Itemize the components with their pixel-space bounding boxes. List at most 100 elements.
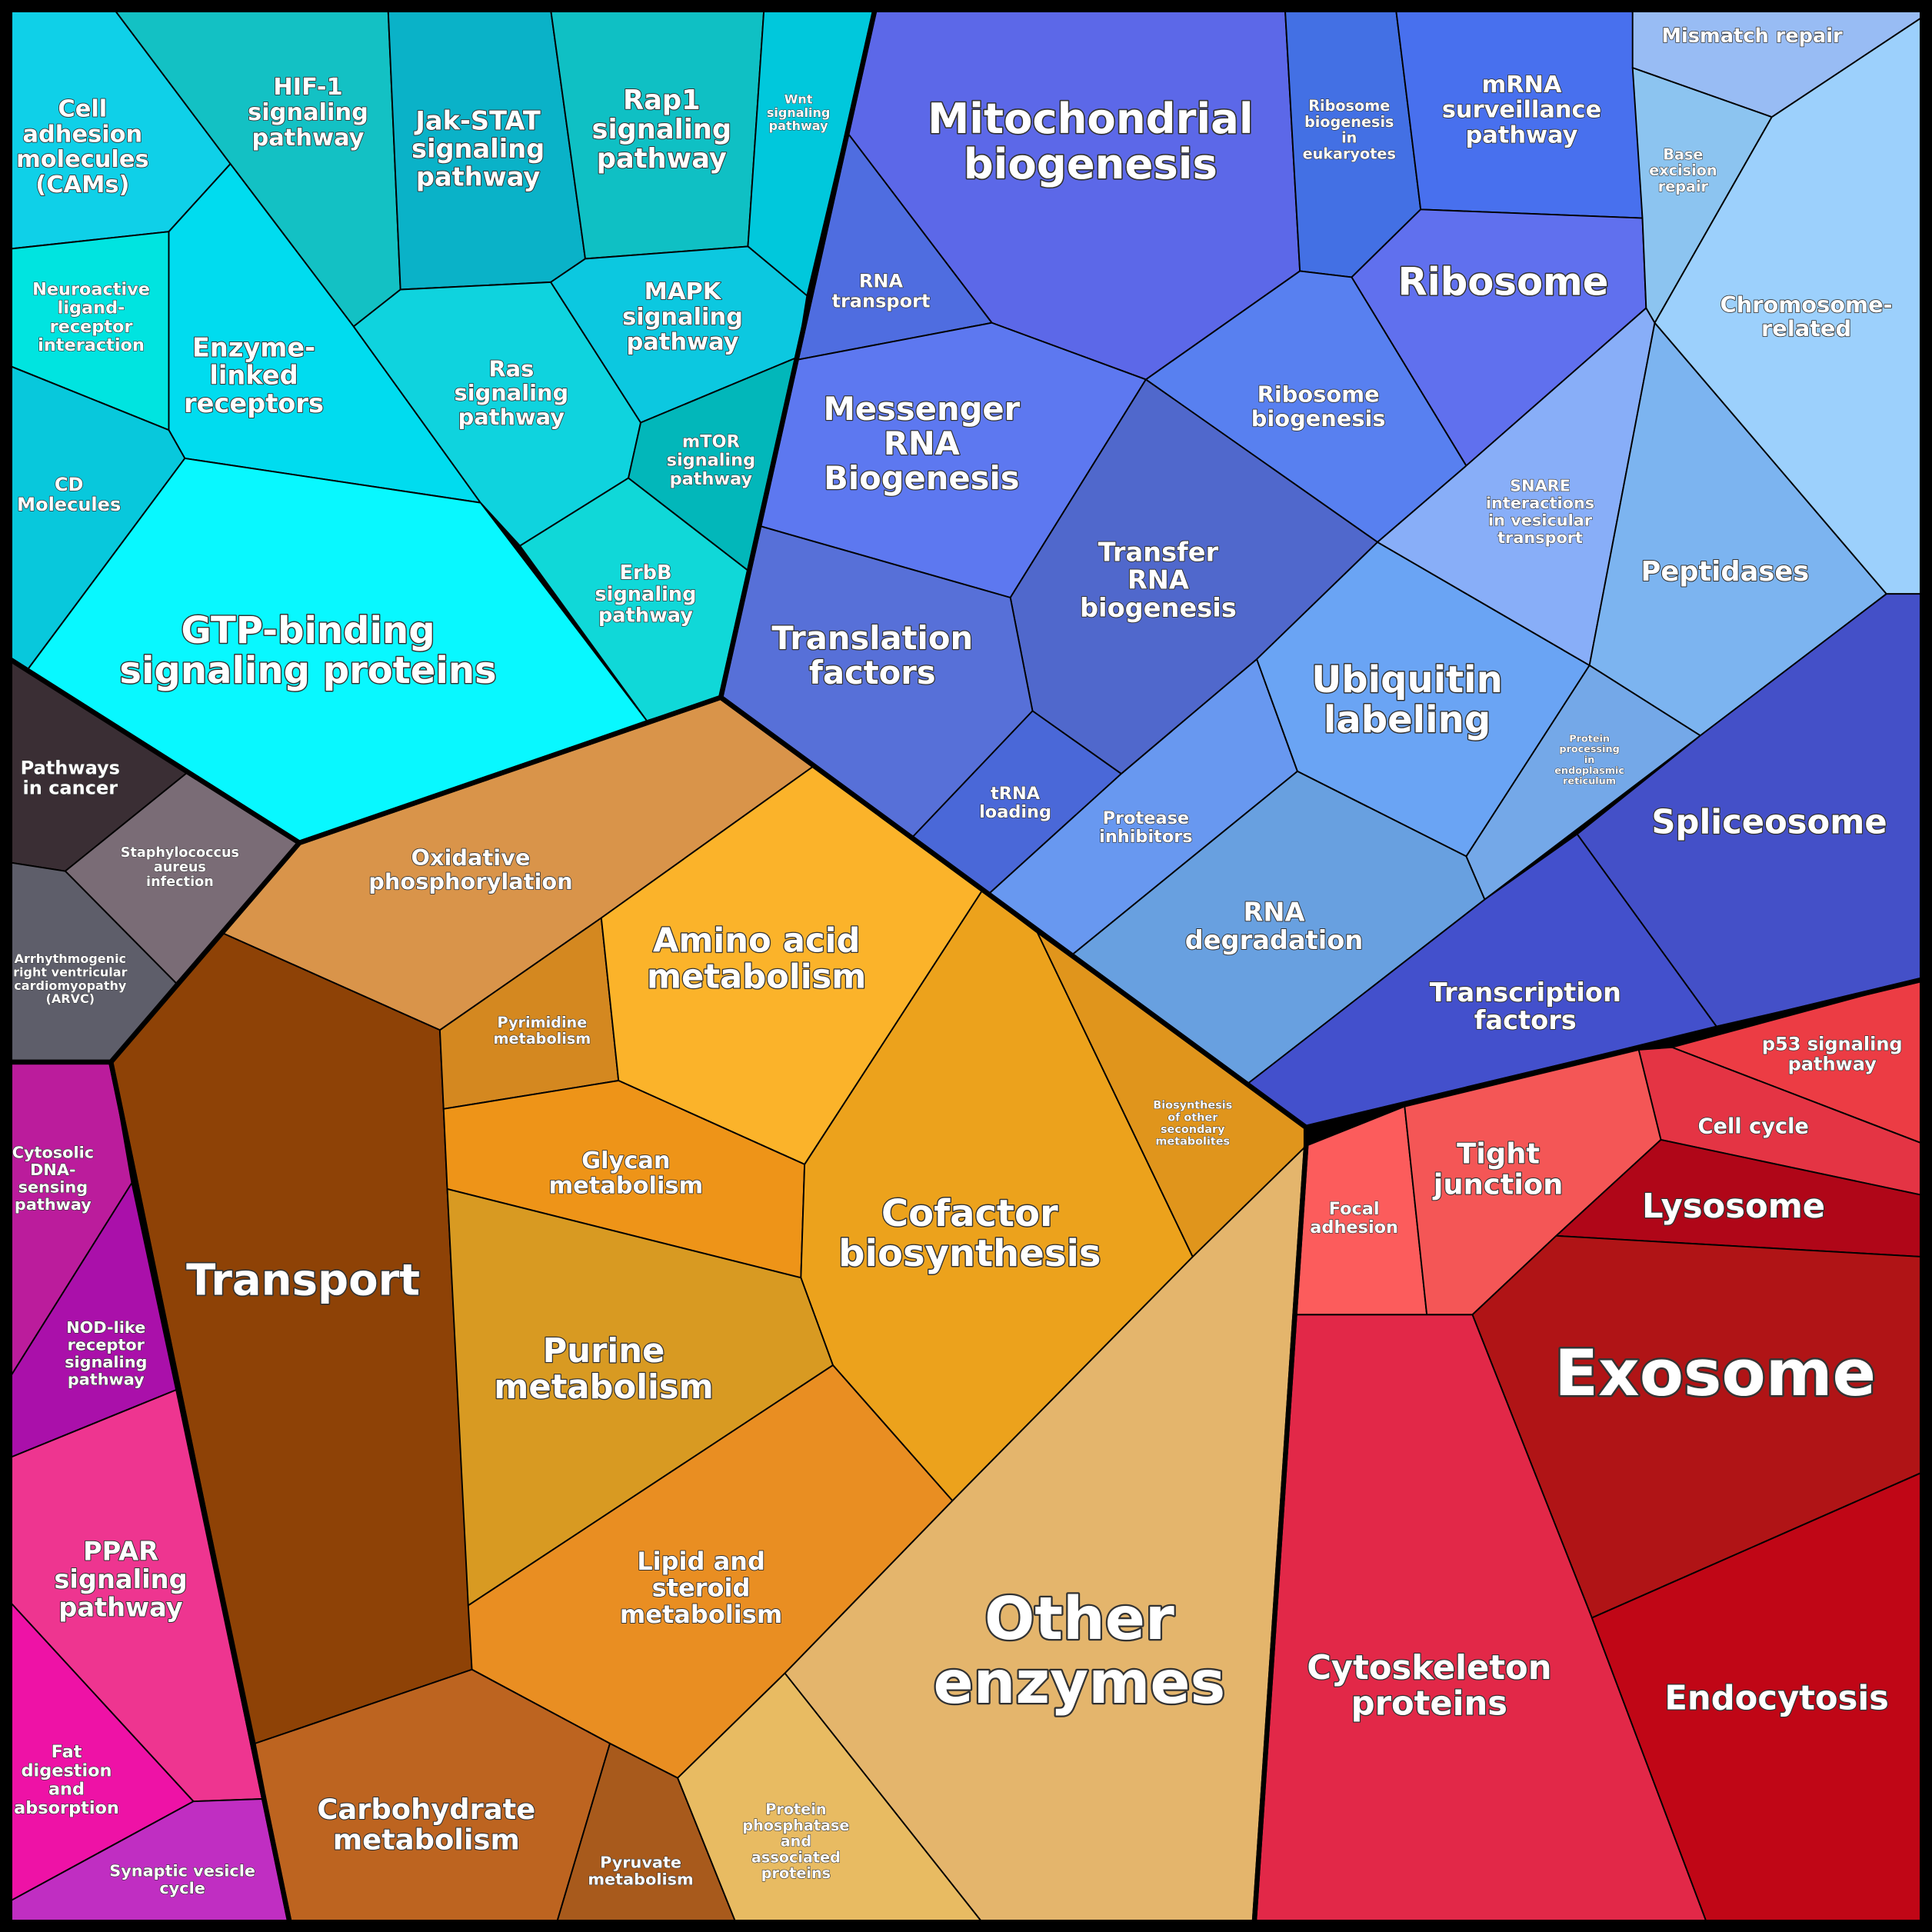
cell-label: linked bbox=[209, 361, 298, 391]
cell-label: secondary bbox=[1161, 1124, 1225, 1136]
cell-label: cycle bbox=[159, 1879, 205, 1897]
cell-label: metabolism bbox=[493, 1030, 591, 1048]
cell-label: Cell cycle bbox=[1698, 1114, 1809, 1138]
cell-label: signaling bbox=[411, 134, 545, 164]
cell-label: Ubiquitin bbox=[1311, 658, 1503, 701]
cell-label: Protease bbox=[1103, 808, 1189, 828]
cell-label: signaling bbox=[65, 1353, 147, 1371]
cell-label: interaction bbox=[38, 335, 145, 355]
cell-label: and bbox=[48, 1780, 85, 1800]
cell-label: DNA- bbox=[30, 1161, 75, 1179]
cell-label: biogenesis bbox=[1080, 593, 1237, 623]
cell-label: ErbB bbox=[619, 561, 671, 585]
cell-label: associated bbox=[751, 1848, 841, 1866]
cell-label: Staphylococcus bbox=[121, 845, 239, 861]
cell-label: Transcription bbox=[1430, 978, 1621, 1008]
cell-label: and bbox=[781, 1833, 811, 1850]
cell-label: junction bbox=[1432, 1168, 1564, 1201]
cell-label: CD bbox=[55, 474, 84, 495]
cell-label: adhesion bbox=[22, 121, 142, 148]
cell-label: Amino acid bbox=[653, 922, 861, 961]
cell-label: Mitochondrial bbox=[928, 94, 1253, 143]
cell-label: factors bbox=[1474, 1005, 1577, 1035]
cell-label: proteins bbox=[1351, 1685, 1507, 1724]
cell-label: Lysosome bbox=[1642, 1188, 1825, 1226]
cell-label: ligand- bbox=[58, 298, 125, 318]
cell-label: Transport bbox=[186, 1255, 420, 1305]
cells bbox=[8, 8, 1924, 1924]
cell-label: aureus bbox=[154, 860, 206, 875]
cell-label: mRNA bbox=[1481, 72, 1562, 98]
cell-label: (CAMs) bbox=[35, 172, 129, 198]
cell-label: Pyruvate bbox=[600, 1853, 681, 1871]
cell-label: inhibitors bbox=[1099, 827, 1192, 847]
cell-label: mTOR bbox=[682, 431, 740, 451]
cell-label: p53 signaling bbox=[1762, 1033, 1903, 1054]
cell-label: pathway bbox=[1465, 122, 1577, 149]
cell bbox=[1631, 67, 1773, 324]
cell-label: pathway bbox=[251, 125, 364, 152]
cell-label: Translation bbox=[771, 619, 973, 657]
cell-label: degradation bbox=[1185, 925, 1364, 955]
cell-label: proteins bbox=[761, 1864, 831, 1882]
cell-label: Cell bbox=[58, 95, 107, 122]
cell-label: Ribosome bbox=[1397, 260, 1608, 305]
cell-label: Protein bbox=[1569, 733, 1610, 744]
cell-label: factors bbox=[809, 654, 936, 691]
cell-label: signaling bbox=[591, 114, 731, 145]
cell-label: RNA bbox=[1128, 565, 1189, 595]
cell-label: Cofactor bbox=[881, 1192, 1058, 1235]
cell-label: biogenesis bbox=[1304, 113, 1394, 131]
cell-label: Exosome bbox=[1554, 1336, 1876, 1411]
cell-label: related bbox=[1761, 315, 1851, 341]
cell-label: Wnt bbox=[784, 92, 813, 107]
cell-label: signaling bbox=[667, 451, 755, 471]
cell-label: of other bbox=[1168, 1111, 1218, 1124]
cell-label: Cytoskeleton bbox=[1307, 1649, 1551, 1687]
cell-label: Messenger bbox=[823, 390, 1020, 428]
cell-label: signaling bbox=[455, 380, 569, 406]
cell-label: biosynthesis bbox=[838, 1232, 1101, 1275]
cell-label: repair bbox=[1658, 178, 1709, 195]
cell-label: transport bbox=[831, 291, 930, 312]
cell-label: Biogenesis bbox=[824, 459, 1019, 497]
cell-label: Oxidative bbox=[411, 844, 530, 871]
cell-label: phosphorylation bbox=[368, 868, 572, 894]
cell-label: Spliceosome bbox=[1651, 803, 1887, 841]
cell-label: RNA bbox=[1243, 898, 1304, 928]
cell-label: surveillance bbox=[1442, 97, 1601, 124]
cell-label: metabolism bbox=[548, 1173, 703, 1200]
cell-label: pathway bbox=[769, 118, 828, 133]
cell-label: adhesion bbox=[1310, 1217, 1398, 1237]
cell-label: pathway bbox=[15, 1195, 92, 1214]
cell-label: metabolism bbox=[588, 1870, 693, 1889]
cell-label: eukaryotes bbox=[1303, 145, 1396, 162]
cell-label: Lipid and bbox=[637, 1547, 765, 1576]
cell-label: (ARVC) bbox=[46, 991, 95, 1006]
cell-label: Pathways bbox=[21, 758, 120, 779]
cell-label: signaling bbox=[54, 1564, 187, 1594]
cell-label: RNA bbox=[884, 425, 961, 462]
cell-label: metabolism bbox=[620, 1600, 782, 1629]
cell-label: Pyrimidine bbox=[498, 1014, 588, 1031]
cell-label: pathway bbox=[458, 404, 565, 430]
cell-label: Jak-STAT bbox=[414, 106, 540, 136]
cell-label: RNA bbox=[859, 271, 904, 292]
cell-label: NOD-like bbox=[66, 1318, 145, 1337]
cell-label: signaling bbox=[248, 99, 368, 126]
cell-label: Other bbox=[984, 1585, 1174, 1654]
cell-label: signaling proteins bbox=[119, 649, 496, 692]
cell-label: metabolism bbox=[494, 1368, 713, 1407]
cell-label: signaling bbox=[767, 105, 831, 120]
cell-label: pathway bbox=[416, 162, 540, 192]
cell-label: processing bbox=[1559, 744, 1619, 755]
cell-label: pathway bbox=[1788, 1053, 1877, 1074]
cell-label: pathway bbox=[68, 1370, 145, 1388]
cell-label: reticulum bbox=[1563, 776, 1616, 788]
cell-label: Arrhythmogenic bbox=[15, 951, 127, 966]
cell-label: pathway bbox=[670, 469, 753, 489]
cell-label: in bbox=[1584, 754, 1595, 766]
